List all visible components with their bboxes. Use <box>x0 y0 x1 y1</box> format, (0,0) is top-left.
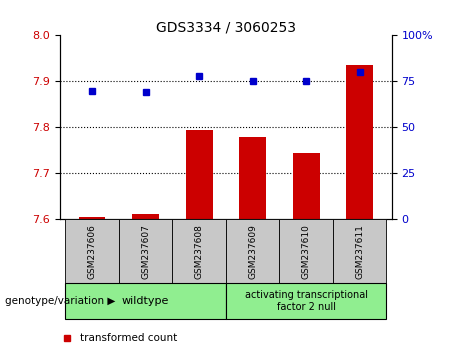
Bar <box>65 219 119 283</box>
Text: genotype/variation ▶: genotype/variation ▶ <box>5 296 115 306</box>
Text: GSM237607: GSM237607 <box>141 224 150 279</box>
Text: GSM237610: GSM237610 <box>301 224 311 279</box>
Text: transformed count: transformed count <box>80 333 177 343</box>
Bar <box>65 283 226 319</box>
Bar <box>172 219 226 283</box>
Bar <box>279 219 333 283</box>
Bar <box>226 283 386 319</box>
Bar <box>333 219 386 283</box>
Text: GSM237609: GSM237609 <box>248 224 257 279</box>
Bar <box>226 219 279 283</box>
Bar <box>186 130 213 219</box>
Text: GSM237608: GSM237608 <box>195 224 204 279</box>
Bar <box>239 137 266 219</box>
Bar <box>132 214 159 219</box>
Bar <box>293 153 319 219</box>
Title: GDS3334 / 3060253: GDS3334 / 3060253 <box>156 20 296 34</box>
Text: wildtype: wildtype <box>122 296 169 306</box>
Text: GSM237611: GSM237611 <box>355 224 364 279</box>
Text: activating transcriptional
factor 2 null: activating transcriptional factor 2 null <box>245 290 368 312</box>
Text: GSM237606: GSM237606 <box>88 224 96 279</box>
Bar <box>119 219 172 283</box>
Bar <box>346 65 373 219</box>
Bar <box>79 217 106 219</box>
